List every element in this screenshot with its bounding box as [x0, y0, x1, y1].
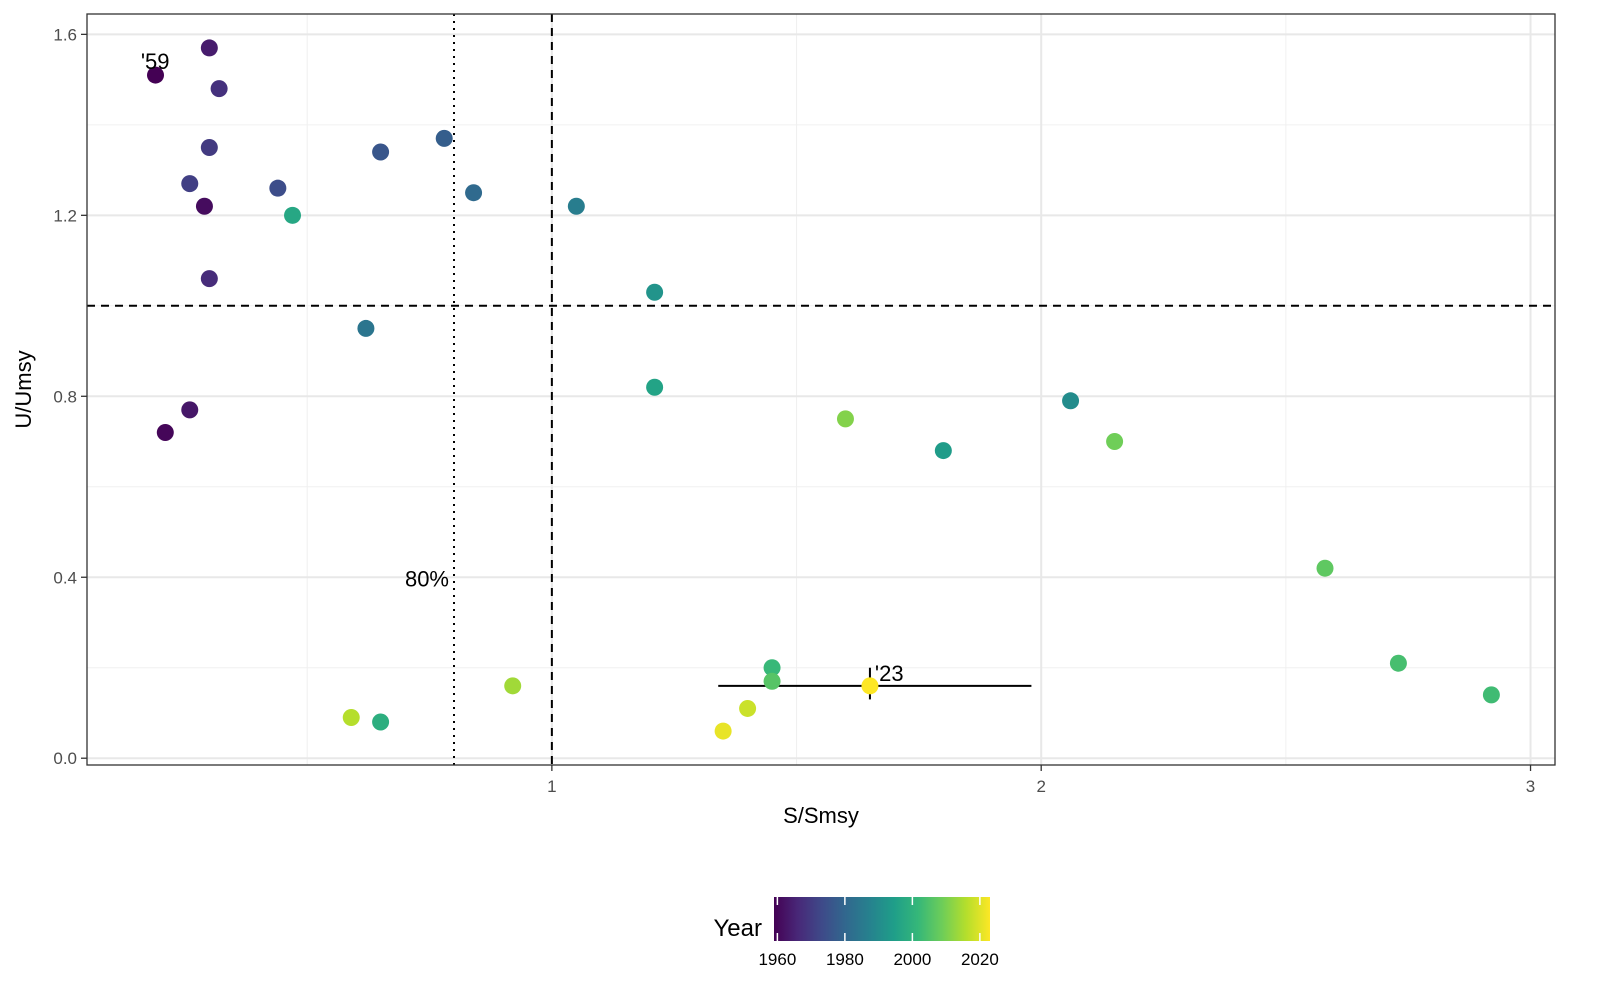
data-point [147, 66, 165, 84]
data-point [200, 39, 218, 57]
legend-tick-label: 2000 [893, 950, 931, 969]
plot-panel-border [86, 13, 1556, 766]
data-point [861, 677, 879, 695]
data-point [1062, 392, 1080, 410]
data-point [269, 179, 287, 197]
data-point [1316, 559, 1334, 577]
legend-tick-label: 2020 [961, 950, 999, 969]
x-axis: 1 2 3 [547, 765, 1535, 796]
data-point [181, 401, 199, 419]
data-point [934, 442, 952, 460]
y-tick-label: 0.4 [53, 568, 77, 587]
data-points [147, 39, 1500, 740]
y-tick-label: 0.8 [53, 387, 77, 406]
data-point [836, 410, 854, 428]
annotation-first-year: '59 [141, 49, 170, 74]
legend-ticks: 1960 1980 2000 2020 [758, 897, 999, 969]
data-point [465, 184, 483, 202]
data-point [372, 143, 390, 161]
data-point [1482, 686, 1500, 704]
y-tick-label: 0.0 [53, 749, 77, 768]
x-axis-title: S/Smsy [783, 803, 859, 828]
data-point [763, 672, 781, 690]
data-point [646, 378, 664, 396]
data-point [210, 80, 228, 98]
color-legend: Year 1960 1980 2000 2020 [714, 897, 999, 969]
y-axis: 0.0 0.4 0.8 1.2 1.6 [53, 25, 87, 768]
data-point [739, 699, 757, 717]
legend-colorbar [774, 897, 990, 941]
legend-tick-label: 1960 [758, 950, 796, 969]
data-point [1389, 654, 1407, 672]
y-tick-label: 1.6 [53, 25, 77, 44]
data-point [435, 129, 453, 147]
data-point [195, 197, 213, 215]
data-point [763, 659, 781, 677]
annotation-last-year: '23 [875, 661, 904, 686]
data-point [181, 175, 199, 193]
x-tick-label: 1 [547, 777, 556, 796]
legend-title: Year [714, 915, 763, 942]
data-point [372, 713, 390, 731]
data-point [646, 283, 664, 301]
legend-tick-label: 1980 [826, 950, 864, 969]
y-tick-label: 1.2 [53, 206, 77, 225]
data-point [1106, 433, 1124, 451]
data-point [342, 708, 360, 726]
data-point [156, 423, 174, 441]
data-point [714, 722, 732, 740]
data-point [567, 197, 585, 215]
reference-lines [87, 14, 1555, 765]
x-tick-label: 2 [1036, 777, 1045, 796]
gridlines [87, 14, 1555, 765]
data-point [200, 138, 218, 156]
x-tick-label: 3 [1526, 777, 1535, 796]
data-point [504, 677, 522, 695]
y-axis-title: U/Umsy [11, 350, 36, 428]
data-point [357, 319, 375, 337]
annotation-80-percent: 80% [405, 566, 449, 591]
data-point [200, 270, 218, 288]
data-point [284, 206, 302, 224]
